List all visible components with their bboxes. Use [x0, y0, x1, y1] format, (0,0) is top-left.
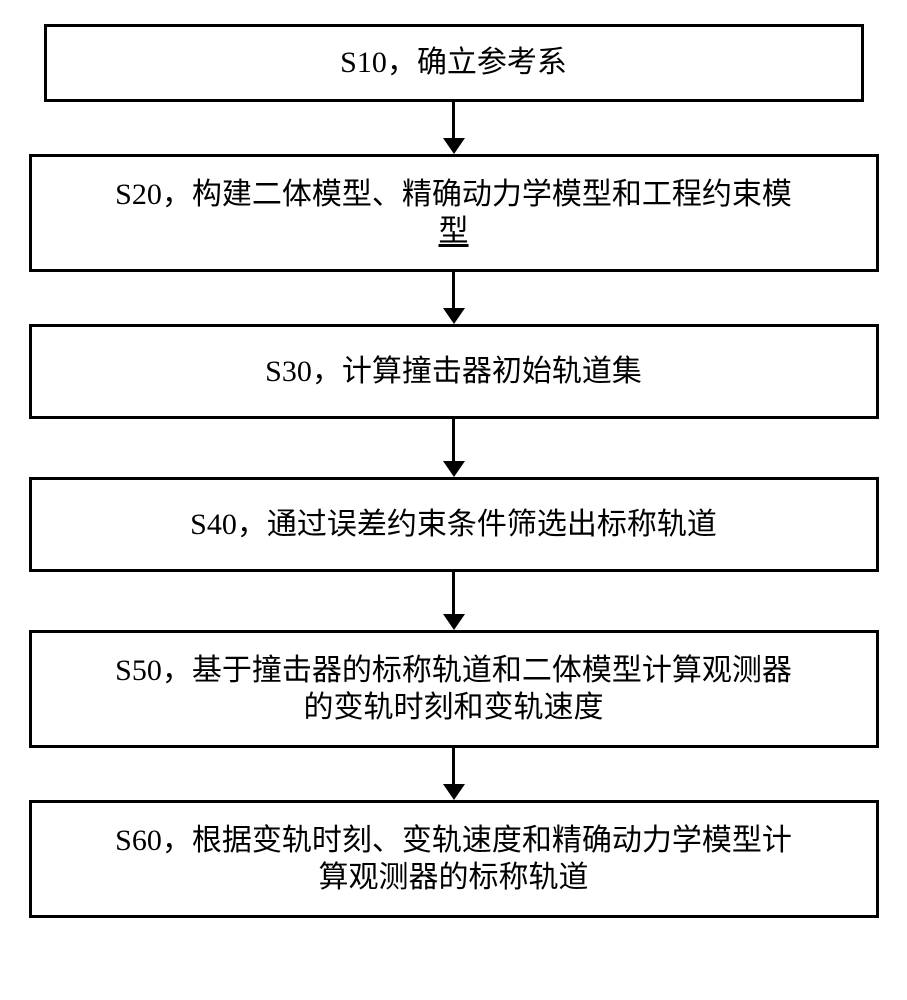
- flow-node-text: S40，通过误差约束条件筛选出标称轨道: [190, 506, 717, 544]
- flow-node-text: S50，基于撞击器的标称轨道和二体模型计算观测器: [115, 652, 792, 690]
- flow-node-s20: S20，构建二体模型、精确动力学模型和工程约束模型: [29, 154, 879, 272]
- flow-arrow: [443, 748, 465, 800]
- flow-node-text: 型: [439, 213, 469, 251]
- flow-node-text: S60，根据变轨时刻、变轨速度和精确动力学模型计: [115, 822, 792, 860]
- flow-node-text: 算观测器的标称轨道: [319, 859, 589, 897]
- arrow-shaft: [452, 102, 455, 138]
- arrow-shaft: [452, 572, 455, 614]
- flow-node-s50: S50，基于撞击器的标称轨道和二体模型计算观测器的变轨时刻和变轨速度: [29, 630, 879, 748]
- arrow-head-icon: [443, 461, 465, 477]
- arrow-head-icon: [443, 308, 465, 324]
- arrow-head-icon: [443, 614, 465, 630]
- arrow-shaft: [452, 272, 455, 308]
- flow-node-s60: S60，根据变轨时刻、变轨速度和精确动力学模型计算观测器的标称轨道: [29, 800, 879, 918]
- flow-node-text: 的变轨时刻和变轨速度: [304, 689, 604, 727]
- flow-node-s10: S10，确立参考系: [44, 24, 864, 102]
- flow-arrow: [443, 102, 465, 154]
- flow-node-text: S10，确立参考系: [340, 44, 567, 82]
- arrow-head-icon: [443, 784, 465, 800]
- flow-node-text: S20，构建二体模型、精确动力学模型和工程约束模: [115, 176, 792, 214]
- flow-arrow: [443, 572, 465, 630]
- flow-node-text: S30，计算撞击器初始轨道集: [265, 353, 642, 391]
- flow-node-s30: S30，计算撞击器初始轨道集: [29, 324, 879, 419]
- flow-arrow: [443, 272, 465, 324]
- flow-arrow: [443, 419, 465, 477]
- arrow-shaft: [452, 419, 455, 461]
- flow-node-s40: S40，通过误差约束条件筛选出标称轨道: [29, 477, 879, 572]
- arrow-head-icon: [443, 138, 465, 154]
- flowchart-container: S10，确立参考系 S20，构建二体模型、精确动力学模型和工程约束模型 S30，计算…: [0, 0, 907, 918]
- arrow-shaft: [452, 748, 455, 784]
